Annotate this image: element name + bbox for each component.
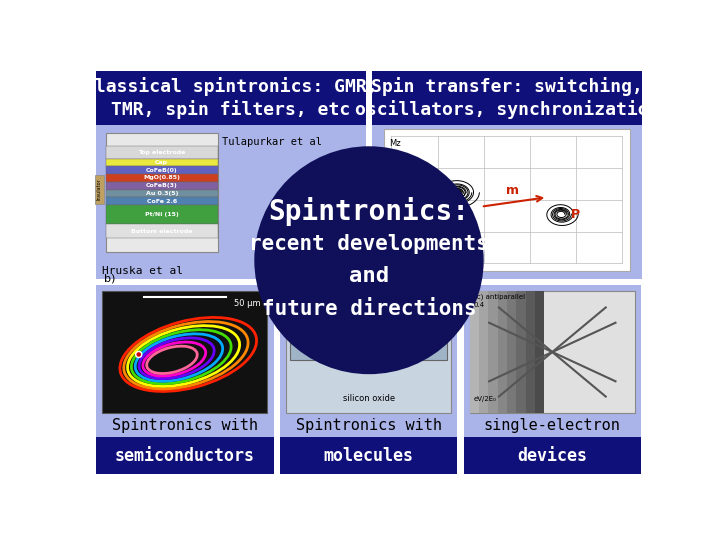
Bar — [280, 285, 457, 475]
Text: CoFeB(3): CoFeB(3) — [146, 183, 178, 188]
Text: eV/2E₀: eV/2E₀ — [474, 396, 497, 402]
Text: source: source — [416, 318, 444, 326]
Text: Pt/Ni (15): Pt/Ni (15) — [145, 212, 179, 217]
Text: Insulator: Insulator — [96, 179, 102, 200]
Bar — [479, 291, 488, 413]
Circle shape — [138, 353, 140, 356]
Text: Bottom electrode: Bottom electrode — [131, 228, 192, 234]
Bar — [106, 166, 218, 174]
Bar — [106, 132, 218, 252]
Text: recent developments: recent developments — [249, 234, 489, 254]
Bar — [106, 146, 218, 159]
Bar — [106, 224, 218, 238]
Text: future directions: future directions — [261, 299, 477, 319]
Bar — [96, 285, 274, 475]
Bar — [526, 291, 535, 413]
Text: devices: devices — [517, 447, 588, 465]
Bar — [325, 342, 413, 350]
Bar — [464, 285, 641, 475]
Text: -0.1: -0.1 — [386, 231, 400, 237]
Text: 50 µm: 50 µm — [235, 299, 261, 308]
Bar — [516, 291, 526, 413]
Text: single-electron: single-electron — [484, 417, 621, 433]
Text: drain: drain — [290, 318, 312, 326]
Text: m: m — [505, 184, 518, 197]
Bar — [102, 291, 267, 413]
Text: AP: AP — [433, 179, 451, 192]
Bar — [280, 437, 457, 475]
Bar — [464, 437, 641, 475]
Text: b): b) — [104, 274, 115, 284]
Text: CoFeB(0): CoFeB(0) — [146, 168, 178, 173]
Bar — [106, 197, 218, 205]
Bar — [106, 174, 218, 182]
Text: Spintronics with: Spintronics with — [296, 417, 441, 433]
Text: 16 nm: 16 nm — [355, 312, 382, 321]
Bar — [413, 332, 447, 360]
Bar — [96, 71, 366, 125]
Bar — [290, 332, 325, 360]
Bar — [372, 71, 642, 125]
Bar — [106, 205, 218, 224]
Text: Spintronics with: Spintronics with — [112, 417, 258, 433]
Bar — [469, 291, 479, 413]
Bar — [106, 182, 218, 190]
Circle shape — [254, 146, 484, 374]
Text: Spintronics:: Spintronics: — [269, 197, 469, 226]
Text: 0.1: 0.1 — [387, 159, 399, 165]
Text: Classical spintronics: GMR,
TMR, spin filters, etc: Classical spintronics: GMR, TMR, spin fi… — [84, 77, 378, 119]
Bar — [384, 129, 630, 271]
Text: molecules: molecules — [323, 447, 413, 465]
Bar — [286, 291, 451, 413]
Bar — [488, 291, 498, 413]
Text: 0.0: 0.0 — [387, 195, 399, 201]
Text: Hruska et al: Hruska et al — [102, 266, 184, 276]
Bar — [94, 175, 104, 204]
Text: Mz: Mz — [389, 139, 400, 148]
Bar — [96, 437, 274, 475]
Text: CoFe 2.6: CoFe 2.6 — [147, 199, 177, 204]
Bar — [106, 190, 218, 197]
Text: silicon oxide: silicon oxide — [343, 394, 395, 403]
Bar — [469, 291, 635, 413]
Bar — [498, 291, 507, 413]
Bar — [106, 159, 218, 166]
Bar — [372, 71, 642, 279]
Text: Spin transfer: switching,
oscillators, synchronization: Spin transfer: switching, oscillators, s… — [355, 77, 660, 119]
Text: 0.4: 0.4 — [474, 301, 485, 308]
Text: MgO(0.85): MgO(0.85) — [143, 176, 180, 180]
Text: Top electrode: Top electrode — [138, 150, 185, 155]
Text: Au 0.3(5): Au 0.3(5) — [145, 191, 178, 196]
Circle shape — [135, 352, 142, 357]
Bar — [507, 291, 516, 413]
Bar — [535, 291, 544, 413]
Text: Tulapurkar et al: Tulapurkar et al — [222, 137, 322, 147]
Text: (c) antiparallel: (c) antiparallel — [474, 294, 525, 300]
Bar — [96, 71, 366, 279]
Text: and: and — [349, 266, 389, 286]
Text: semiconductors: semiconductors — [115, 447, 255, 465]
Text: Cap: Cap — [156, 160, 168, 165]
Text: P: P — [570, 208, 580, 221]
